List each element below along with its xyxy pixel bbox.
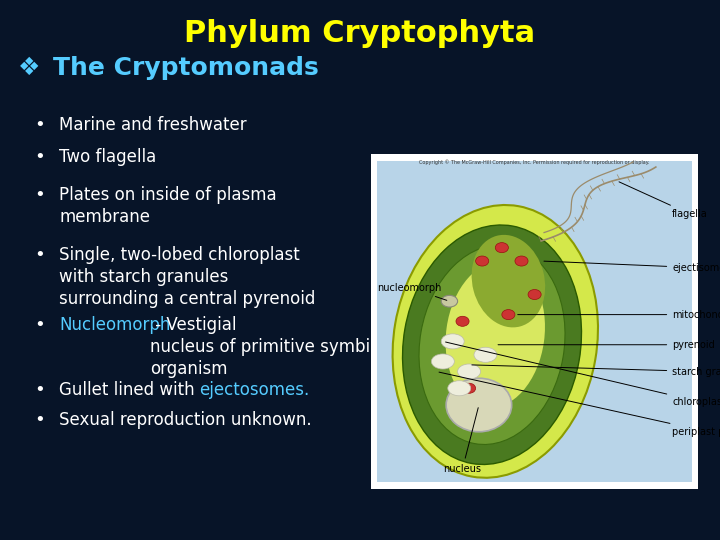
Ellipse shape — [515, 256, 528, 266]
Ellipse shape — [431, 354, 454, 369]
Text: ejectisome: ejectisome — [544, 261, 720, 273]
Ellipse shape — [392, 205, 598, 478]
Text: nucleus: nucleus — [444, 408, 482, 474]
Text: periplast plate: periplast plate — [439, 372, 720, 437]
Ellipse shape — [476, 256, 489, 266]
Text: Single, two-lobed chloroplast
with starch granules
surrounding a central pyrenoi: Single, two-lobed chloroplast with starc… — [59, 246, 315, 308]
Text: mitochondrion: mitochondrion — [518, 309, 720, 320]
Text: Sexual reproduction unknown.: Sexual reproduction unknown. — [59, 411, 312, 429]
Ellipse shape — [402, 225, 582, 464]
Text: •: • — [35, 148, 45, 166]
Text: ejectosomes.: ejectosomes. — [199, 381, 310, 399]
Ellipse shape — [448, 381, 471, 396]
Text: Nucleomorph: Nucleomorph — [59, 316, 171, 334]
Text: Marine and freshwater: Marine and freshwater — [59, 116, 247, 134]
Text: •: • — [35, 316, 45, 334]
Text: •: • — [35, 411, 45, 429]
Ellipse shape — [419, 245, 565, 444]
Ellipse shape — [456, 316, 469, 326]
Text: Gullet lined with: Gullet lined with — [59, 381, 200, 399]
Ellipse shape — [502, 309, 515, 320]
Ellipse shape — [441, 295, 458, 307]
Ellipse shape — [528, 289, 541, 300]
Ellipse shape — [446, 378, 512, 432]
Text: Plates on inside of plasma
membrane: Plates on inside of plasma membrane — [59, 186, 276, 226]
Text: - Vestigial
nucleus of primitive symbiotic
organism: - Vestigial nucleus of primitive symbiot… — [150, 316, 400, 379]
Ellipse shape — [472, 235, 545, 327]
Ellipse shape — [474, 347, 497, 362]
Text: starch grain: starch grain — [472, 365, 720, 376]
Text: chloroplast: chloroplast — [446, 342, 720, 407]
Ellipse shape — [441, 334, 464, 349]
Text: Copyright © The McGraw-Hill Companies, Inc. Permission required for reproduction: Copyright © The McGraw-Hill Companies, I… — [420, 159, 649, 165]
Ellipse shape — [458, 364, 480, 379]
Text: pyrenoid: pyrenoid — [498, 340, 715, 350]
Text: The Cryptomonads: The Cryptomonads — [53, 56, 318, 79]
Text: Phylum Cryptophyta: Phylum Cryptophyta — [184, 19, 536, 48]
Ellipse shape — [462, 383, 476, 393]
Text: •: • — [35, 186, 45, 204]
Text: flagella: flagella — [619, 182, 708, 219]
Text: ❖: ❖ — [18, 56, 40, 79]
Text: •: • — [35, 246, 45, 264]
Ellipse shape — [446, 261, 545, 408]
Ellipse shape — [495, 242, 508, 253]
Text: •: • — [35, 116, 45, 134]
Text: nucleomorph: nucleomorph — [377, 283, 447, 300]
Text: •: • — [35, 381, 45, 399]
Text: Two flagella: Two flagella — [59, 148, 156, 166]
